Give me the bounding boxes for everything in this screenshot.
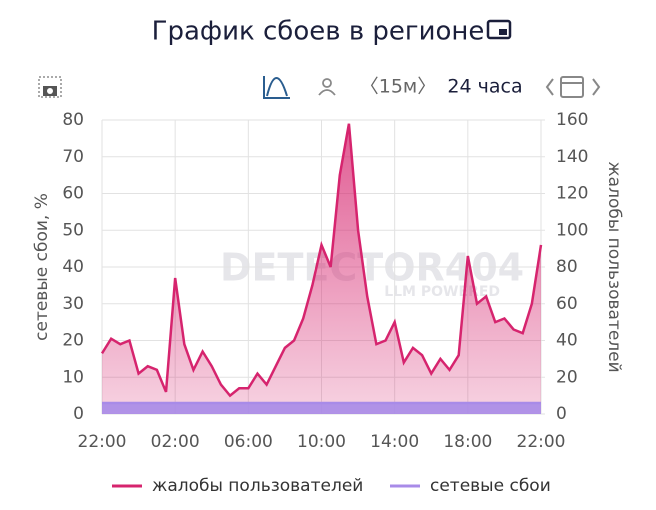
date-nav[interactable] [545,76,601,98]
y-tick-label: 40 [62,257,84,277]
y2-tick-label: 60 [556,294,578,314]
x-tick-label: 22:00 [517,432,566,452]
y-tick-label: 30 [62,294,84,314]
x-tick-label: 18:00 [443,432,492,452]
chart-title: График сбоев в регионе [152,17,485,47]
y2-tick-label: 140 [556,147,588,167]
y2-axis-title: жалобы пользователей [604,161,624,372]
y2-tick-label: 160 [556,110,588,130]
user-button[interactable] [318,78,336,96]
screenshot-button[interactable] [38,76,62,98]
x-tick-label: 22:00 [78,432,127,452]
y-axis-title: сетевые сбои, % [32,193,52,341]
y-tick-label: 60 [62,184,84,204]
x-tick-label: 06:00 [224,432,273,452]
area [102,123,541,415]
y2-tick-label: 40 [556,331,578,351]
interval-control[interactable]: 〈15м〉 [360,76,437,98]
monitor-icon [486,19,512,40]
legend-label: жалобы пользователей [152,476,363,496]
y2-tick-label: 80 [556,257,578,277]
y2-tick-label: 0 [556,404,567,424]
y-tick-label: 70 [62,147,84,167]
y2-tick-label: 100 [556,220,588,240]
x-tick-label: 02:00 [151,432,200,452]
y-tick-label: 80 [62,110,84,130]
y-tick-label: 20 [62,331,84,351]
y-tick-label: 0 [73,404,84,424]
x-tick-label: 14:00 [370,432,419,452]
y2-tick-label: 20 [556,367,578,387]
period-control[interactable]: 24 часа [447,76,522,98]
x-tick-label: 10:00 [297,432,346,452]
line [100,123,543,398]
watermark-sub: LLM POWERED [384,284,500,300]
y-tick-label: 10 [62,367,84,387]
area [102,402,541,414]
chart-type-button[interactable] [263,76,290,99]
legend-label: сетевые сбои [430,476,551,496]
y2-tick-label: 120 [556,184,588,204]
y-tick-label: 50 [62,220,84,240]
